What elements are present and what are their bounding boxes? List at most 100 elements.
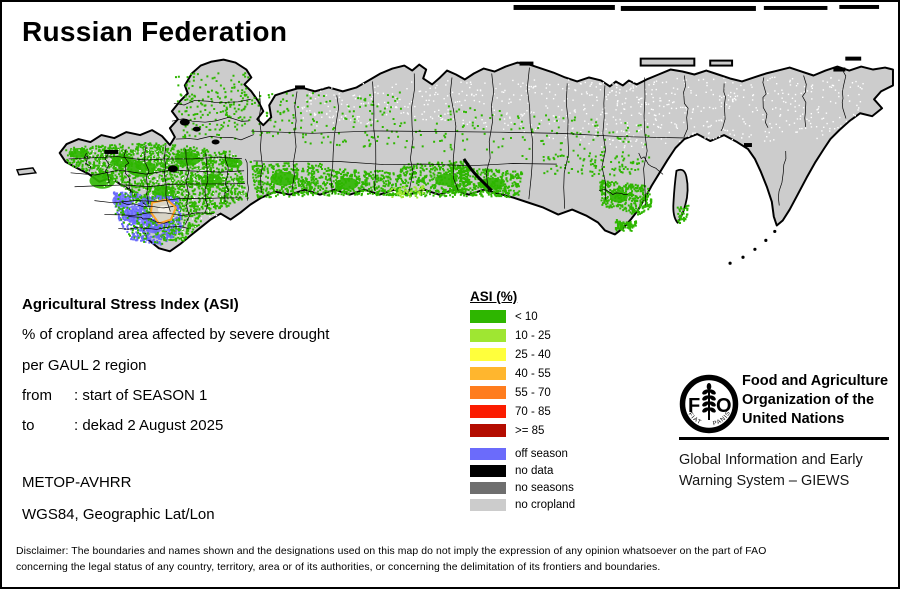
legend-label: 70 - 85 — [515, 405, 551, 418]
green-region-blob — [478, 177, 505, 190]
asi-green-speckles — [433, 105, 651, 171]
kuril-islands — [728, 261, 732, 265]
kuril-islands — [764, 238, 768, 242]
no-data-patch — [519, 61, 534, 66]
asi-green-speckles — [180, 91, 424, 149]
asi-green-speckles — [397, 160, 470, 198]
fao-org-line: United Nations — [742, 411, 845, 427]
arctic-islands — [839, 4, 880, 9]
disclaimer-line2: concerning the legal status of any count… — [16, 562, 661, 573]
legend-class-row: < 10 — [470, 310, 575, 323]
legend-extra-row: no data — [470, 465, 575, 477]
lake-shape — [167, 165, 178, 173]
giews-line: Warning System – GIEWS — [679, 473, 850, 489]
asi-green-speckles — [65, 141, 249, 242]
from-value: : start of SEASON 1 — [74, 387, 208, 404]
legend-class-list: < 10 10 - 25 25 - 40 40 - 55 55 - 70 70 - 85 >… — [470, 310, 575, 437]
legend-class-row: 55 - 70 — [470, 386, 575, 399]
from-label: from — [22, 387, 52, 404]
fao-org-name: Food and Agriculture Organization of the… — [742, 372, 888, 429]
kuril-islands — [753, 247, 757, 251]
arctic-islands — [620, 5, 756, 11]
asi-subtitle-line1: % of cropland area affected by severe dr… — [22, 326, 330, 343]
to-value: : dekad 2 August 2025 — [74, 417, 224, 434]
projection-name: WGS84, Geographic Lat/Lon — [22, 506, 215, 523]
legend-class-row: >= 85 — [470, 424, 575, 437]
legend-label: 25 - 40 — [515, 348, 551, 361]
disclaimer-text: Disclaimer: The boundaries and names sho… — [16, 544, 766, 576]
green-region-blob — [89, 172, 116, 189]
legend-label: off season — [515, 448, 568, 460]
legend-color-swatch — [470, 448, 506, 460]
lake-shape — [192, 126, 201, 132]
asi-subtitle-line2: per GAUL 2 region — [22, 357, 147, 374]
legend-title: ASI (%) — [470, 289, 518, 304]
kuril-islands — [741, 255, 745, 259]
river-noise — [301, 76, 864, 149]
giews-name: Global Information and Early Warning Sys… — [679, 450, 863, 492]
legend-label: >= 85 — [515, 424, 545, 437]
green-region-blob — [127, 160, 158, 177]
green-region-blob — [200, 173, 223, 188]
legend-label: no cropland — [515, 499, 576, 511]
legend-class-row: 40 - 55 — [470, 367, 575, 380]
legend-color-swatch — [470, 465, 506, 477]
asi-green-speckles — [114, 192, 181, 245]
legend-class-row: 70 - 85 — [470, 405, 575, 418]
kaliningrad-area — [15, 167, 38, 176]
arctic-islands — [763, 5, 828, 10]
asi-green-speckles — [542, 154, 639, 177]
asi-green-speckles — [174, 72, 256, 131]
no-data-patch — [743, 143, 752, 148]
kuril-islands — [773, 229, 777, 234]
legend-label: no data — [515, 465, 554, 477]
legend-class-row: 10 - 25 — [470, 329, 575, 342]
lake-shape — [211, 139, 220, 145]
asi-yellowgreen-speckles — [389, 185, 425, 199]
green-region-blob — [609, 190, 628, 203]
fao-logo-icon: F O FIAT PANIS — [679, 374, 739, 434]
wheat-ear-icon — [702, 383, 716, 420]
no-data-patch — [833, 67, 846, 72]
legend-color-swatch — [470, 482, 506, 494]
legend-extra-row: off season — [470, 448, 575, 460]
lake-baikal — [462, 158, 493, 192]
highlighted-region-core — [157, 205, 170, 214]
asi-green-speckles — [614, 219, 638, 232]
arctic-islands — [845, 56, 862, 61]
legend-color-swatch — [470, 405, 506, 418]
page-title: Russian Federation — [22, 16, 288, 47]
legend-color-swatch — [470, 329, 506, 342]
legend-color-swatch — [470, 499, 506, 511]
fao-org-line: Food and Agriculture — [742, 373, 889, 389]
period-from-line: from : start of SEASON 1 — [22, 387, 207, 404]
fao-logo-letter-f: F — [688, 395, 700, 417]
legend-label: no seasons — [515, 482, 574, 494]
asi-green-speckles — [320, 167, 400, 197]
green-region-blob — [68, 148, 89, 158]
legend-extra-list: off season no data no seasons no cropland — [470, 448, 575, 511]
green-region-blob — [224, 157, 243, 168]
asi-green-speckles — [599, 179, 653, 216]
legend-label: 10 - 25 — [515, 329, 551, 342]
green-region-blob — [336, 177, 359, 190]
arctic-islands — [709, 59, 734, 67]
fao-separator — [679, 437, 889, 440]
legend-label: 40 - 55 — [515, 367, 551, 380]
legend-color-swatch — [470, 310, 506, 323]
sensor-name: METOP-AVHRR — [22, 474, 132, 491]
fao-logo-letter-o: O — [716, 395, 732, 417]
green-region-blob — [435, 173, 457, 186]
region-borders — [68, 67, 847, 230]
lake-shape — [179, 118, 190, 126]
legend-color-swatch — [470, 386, 506, 399]
giews-line: Global Information and Early — [679, 452, 863, 468]
legend-extra-row: no seasons — [470, 482, 575, 494]
legend-extra-row: no cropland — [470, 499, 575, 511]
legend-color-swatch — [470, 367, 506, 380]
legend-label: < 10 — [515, 310, 538, 323]
disclaimer-line1: Disclaimer: The boundaries and names sho… — [16, 546, 767, 557]
arctic-islands — [513, 4, 615, 10]
arctic-islands — [639, 57, 696, 67]
